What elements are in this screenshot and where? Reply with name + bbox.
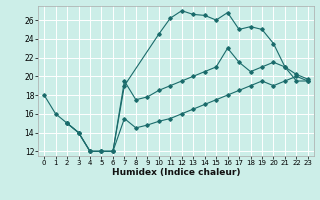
X-axis label: Humidex (Indice chaleur): Humidex (Indice chaleur) (112, 168, 240, 177)
